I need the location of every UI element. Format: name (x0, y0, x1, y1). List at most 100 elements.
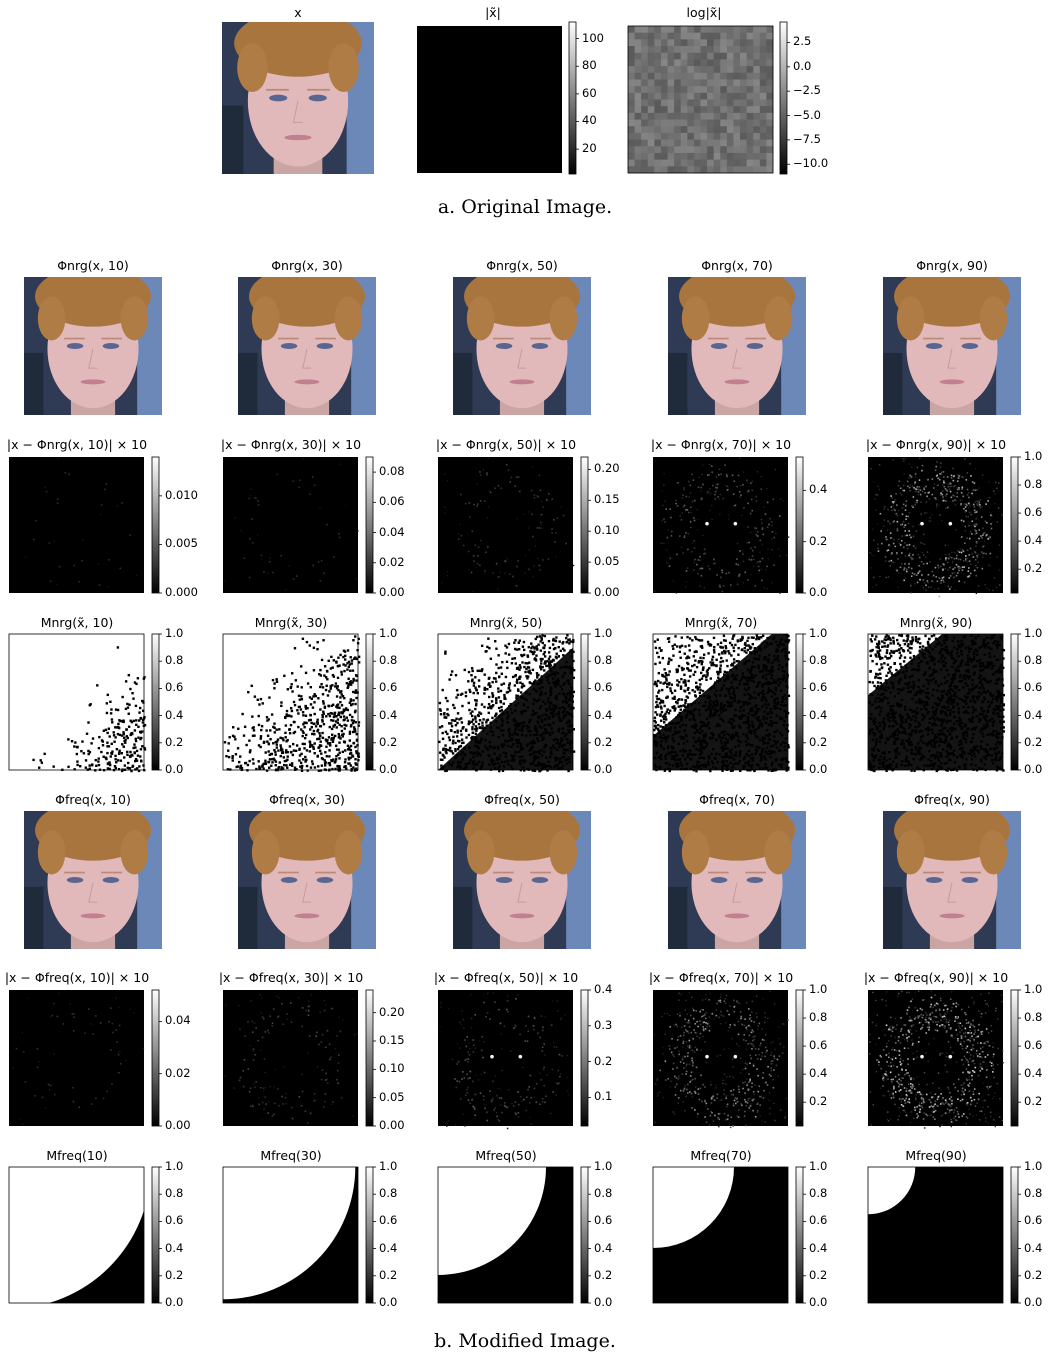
difference-panel (868, 990, 1004, 1129)
caption-modified-image: b. Modified Image. (434, 1330, 616, 1352)
energy-mask-panel (867, 633, 1006, 773)
colorbar-tick-label: 0.05 (379, 1089, 405, 1104)
frequency-mask-panel (867, 1166, 1004, 1304)
colorbar-tick-label: 0.2 (1024, 1267, 1043, 1282)
panel-colorbar (580, 456, 591, 594)
colorbar-tick-label: 0.05 (594, 554, 620, 569)
panel-title: |x − Φnrg(x, 90)| × 10 (865, 437, 1007, 452)
colorbar-tick-label: 0.06 (379, 494, 405, 509)
colorbar-tick-label: 1.0 (1024, 449, 1043, 463)
panel-title: Mfreq(30) (260, 1148, 322, 1163)
colorbar-tick-label: 1.0 (165, 626, 184, 640)
colorbar-tick-label: 0.3 (594, 1017, 613, 1032)
colorbar-tick-label: 0.0 (809, 1295, 828, 1309)
colorbar-tick-label: −5.0 (793, 107, 821, 122)
colorbar-tick-label: 80 (582, 58, 597, 73)
panel-title: |x − Φnrg(x, 50)| × 10 (435, 437, 577, 452)
panel-title: |x − Φfreq(x, 30)| × 10 (218, 970, 364, 985)
colorbar-tick-label: 0.2 (379, 1267, 398, 1282)
colorbar-tick-label: 0.6 (809, 1038, 828, 1053)
panel-title: Mnrg(x̃, 90) (899, 615, 973, 630)
colorbar-tick-label: 0.8 (1024, 1186, 1043, 1201)
colorbar-tick-label: 1.0 (1024, 626, 1043, 640)
panel-title: Φfreq(x, 10) (55, 792, 131, 807)
original-panel-title: log|x̃| (686, 5, 722, 20)
original-panel-title: x (294, 5, 302, 20)
colorbar-tick-label: 0.4 (809, 707, 828, 722)
colorbar-tick-label: 0.2 (594, 734, 613, 749)
colorbar-tick-label: 1.0 (165, 1159, 184, 1173)
colorbar-tick-label: 0.8 (809, 1010, 828, 1025)
colorbar-tick-label: 40 (582, 113, 597, 128)
panel-colorbar (580, 1166, 591, 1304)
colorbar-tick-label: 0.4 (809, 1066, 828, 1081)
colorbar-tick-label: 0.0 (1024, 762, 1043, 776)
panel-title: Φfreq(x, 30) (269, 792, 345, 807)
colorbar-tick-label: 0.2 (165, 1267, 184, 1282)
energy-mask-panel (437, 633, 576, 773)
colorbar-tick-label: 0.00 (379, 1118, 405, 1132)
colorbar-tick-label: 0.0 (809, 762, 828, 776)
colorbar-tick-label: 1.0 (809, 1159, 828, 1173)
colorbar-tick-label: 0.8 (594, 653, 613, 668)
colorbar-tick-label: 0.8 (379, 1186, 398, 1201)
panel-title: Φnrg(x, 70) (701, 258, 773, 273)
colorbar-tick-label: 0.6 (165, 1213, 184, 1228)
panel-title: Mfreq(10) (46, 1148, 108, 1163)
panel-colorbar (580, 633, 591, 771)
colorbar-tick-label: 0.6 (594, 680, 613, 695)
colorbar-tick-label: 0.000 (165, 585, 198, 599)
colorbar-tick-label: 0.6 (165, 680, 184, 695)
panel-title: |x − Φfreq(x, 50)| × 10 (433, 970, 579, 985)
colorbar-tick-label: 0.2 (809, 1267, 828, 1282)
reconstructed-image-panel (238, 811, 376, 949)
colorbar-tick-label: 1.0 (809, 982, 828, 996)
panel-title: Φnrg(x, 90) (916, 258, 988, 273)
colorbar-tick-label: 0.2 (1024, 561, 1043, 576)
colorbar-tick-label: −2.5 (793, 83, 821, 98)
reconstructed-image-panel (453, 811, 591, 949)
colorbar-tick-label: 0.005 (165, 536, 198, 551)
difference-panel (9, 990, 145, 1126)
colorbar-tick-label: 0.4 (379, 707, 398, 722)
colorbar-tick-label: 0.00 (165, 1118, 191, 1132)
colorbar-tick-label: 0.20 (379, 1004, 405, 1019)
panel-colorbar (151, 633, 162, 771)
colorbar-tick-label: 60 (582, 85, 597, 100)
panel-title: Φnrg(x, 10) (57, 258, 129, 273)
colorbar-tick-label: 2.5 (793, 34, 812, 49)
difference-panel (653, 990, 789, 1129)
colorbar-tick-label: 0.02 (379, 554, 405, 569)
panel-colorbar (365, 456, 376, 594)
panel-title: Mnrg(x̃, 10) (40, 615, 114, 630)
colorbar-tick-label: 0.2 (379, 734, 398, 749)
colorbar-tick-label: 0.4 (1024, 1240, 1043, 1255)
panel-title: |x − Φfreq(x, 90)| × 10 (863, 970, 1009, 985)
colorbar-tick-label: 0.2 (809, 533, 828, 548)
colorbar-tick-label: 0.8 (165, 1186, 184, 1201)
colorbar-tick-label: 0.6 (379, 680, 398, 695)
colorbar-tick-label: −10.0 (793, 156, 829, 171)
panel-colorbar (365, 633, 376, 771)
panel-title: Φnrg(x, 30) (271, 258, 343, 273)
panel-colorbar (795, 633, 806, 771)
reconstructed-image-panel (668, 811, 806, 949)
colorbar-tick-label: 0.20 (594, 461, 620, 476)
difference-panel (438, 990, 573, 1130)
panel-title: |x − Φnrg(x, 30)| × 10 (220, 437, 362, 452)
colorbar-tick-label: 0.4 (594, 1240, 613, 1255)
difference-panel (868, 457, 1004, 598)
colorbar-tick-label: 0.6 (1024, 505, 1043, 520)
colorbar-tick-label: 0.04 (165, 1013, 191, 1028)
colorbar-tick-label: 1.0 (379, 626, 398, 640)
colorbar-tick-label: 0.08 (379, 464, 405, 479)
panel-colorbar (795, 456, 806, 594)
colorbar-tick-label: 0.0 (793, 58, 812, 73)
colorbar-tick-label: 0.4 (379, 1240, 398, 1255)
colorbar-tick-label: 1.0 (809, 626, 828, 640)
colorbar-tick-label: 0.2 (594, 1267, 613, 1282)
colorbar-tick-label: 0.8 (1024, 1010, 1043, 1025)
colorbar-tick-label: 0.02 (165, 1065, 191, 1080)
panel-title: Mfreq(70) (690, 1148, 752, 1163)
